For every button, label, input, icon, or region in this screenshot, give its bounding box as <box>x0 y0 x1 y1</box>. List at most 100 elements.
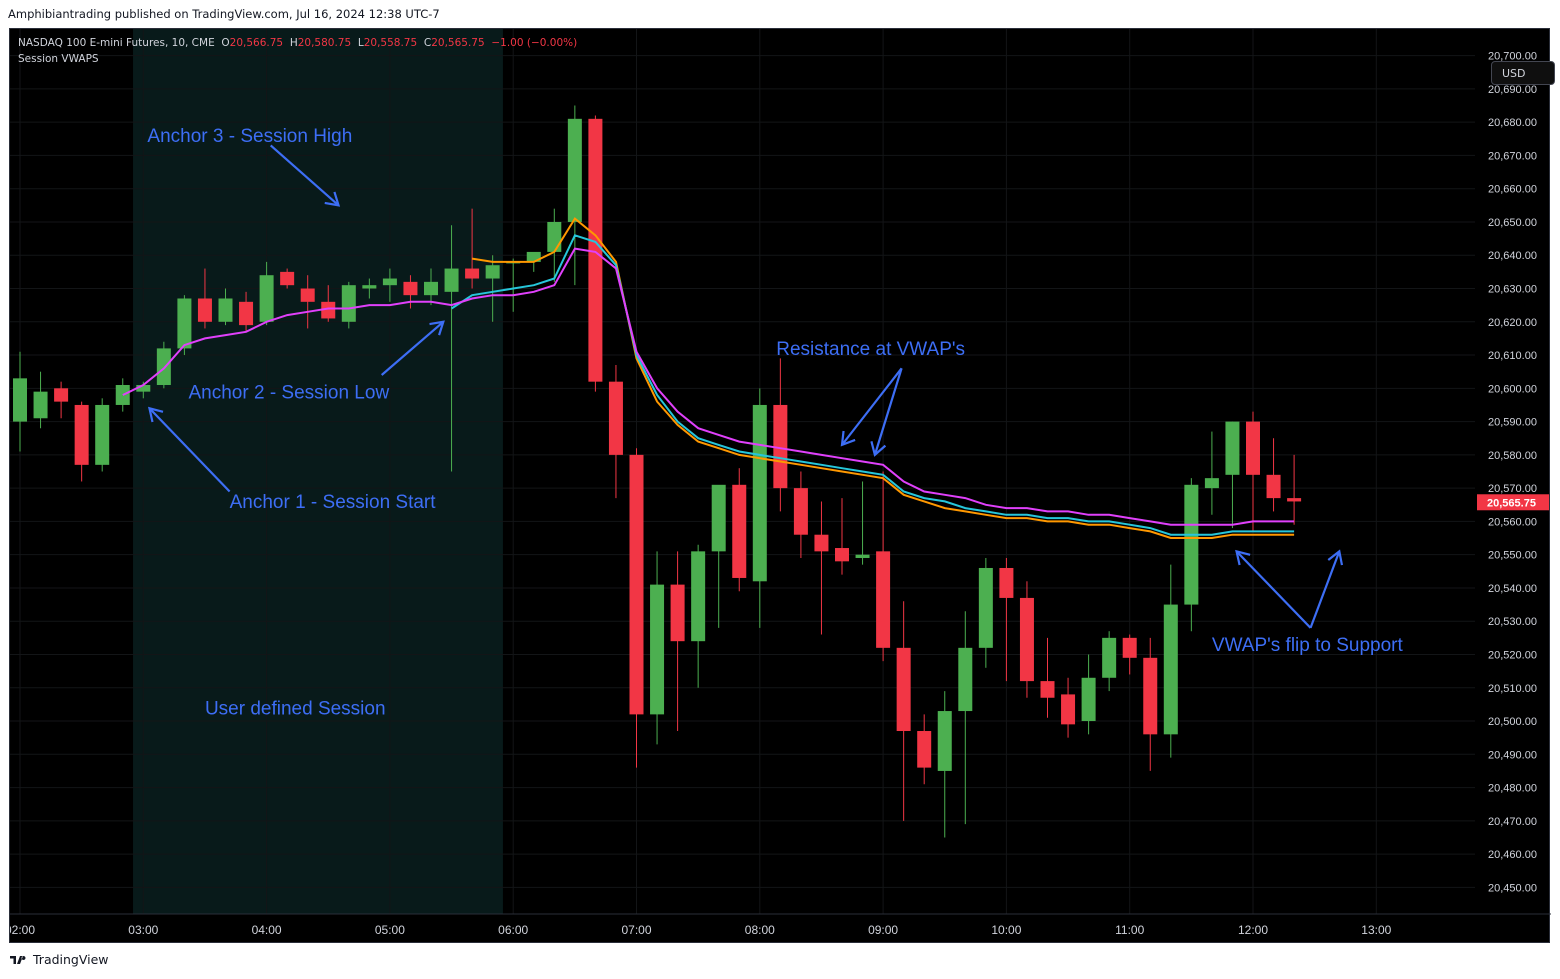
annotation-arrowhead <box>840 430 856 447</box>
candle-body <box>608 381 623 455</box>
candle-body <box>259 275 274 322</box>
last-price-tag <box>1477 494 1549 511</box>
price-tick-label: 20,610.00 <box>1488 350 1537 362</box>
legend-indicator[interactable]: Session VWAPS <box>18 53 99 65</box>
legend-h-label: H <box>289 37 298 49</box>
price-tick-label: 20,660.00 <box>1488 184 1537 196</box>
time-tick-label: 03:00 <box>128 923 158 937</box>
annotation-arrowhead <box>1327 549 1344 566</box>
legend-symbol[interactable]: NASDAQ 100 E-mini Futures, 10, CME <box>18 37 215 49</box>
time-tick-label: 08:00 <box>745 923 775 937</box>
legend-o-label: O <box>221 37 230 49</box>
candle-body <box>1122 637 1137 658</box>
candle-body <box>896 647 911 732</box>
candle-body <box>793 488 808 535</box>
price-tick-label: 20,620.00 <box>1488 317 1537 329</box>
candle-body <box>1102 637 1117 678</box>
candle-body <box>1184 484 1199 605</box>
price-tick-label: 20,450.00 <box>1488 882 1537 894</box>
candle-body <box>33 391 48 419</box>
price-tick-label: 20,550.00 <box>1488 550 1537 562</box>
price-tick-label: 20,700.00 <box>1488 51 1537 63</box>
legend-change: −1.00 (−0.00%) <box>491 37 578 49</box>
price-tick-label: 20,650.00 <box>1488 217 1537 229</box>
chart-legend: NASDAQ 100 E-mini Futures, 10, CME O20,5… <box>18 35 577 67</box>
candle-body <box>177 298 192 349</box>
candle-body <box>567 118 582 222</box>
price-tick-label: 20,680.00 <box>1488 117 1537 129</box>
candle-body <box>1204 478 1219 489</box>
price-tick-label: 20,520.00 <box>1488 649 1537 661</box>
price-tick-label: 20,690.00 <box>1488 84 1537 96</box>
currency-button[interactable]: USD <box>1491 61 1555 85</box>
candle-body <box>156 348 171 385</box>
annotation-arrow <box>269 144 340 207</box>
annotation-label: Anchor 3 - Session High <box>147 126 352 147</box>
candle-body <box>280 271 295 286</box>
candle-body <box>362 285 377 289</box>
candle-body <box>1143 657 1158 735</box>
candle-body <box>218 298 233 322</box>
price-tick-label: 20,640.00 <box>1488 250 1537 262</box>
candle-body <box>321 301 336 319</box>
candle-body <box>1061 694 1076 725</box>
price-tick-label: 20,460.00 <box>1488 849 1537 861</box>
candle-body <box>773 404 788 489</box>
time-tick-label: 06:00 <box>498 923 528 937</box>
candle-body <box>650 584 665 715</box>
footer-brand[interactable]: TradingView <box>33 952 109 967</box>
annotation-arrowhead <box>1235 549 1251 566</box>
time-tick-label: 09:00 <box>868 923 898 937</box>
legend-c-value: 20,565.75 <box>431 37 485 49</box>
price-tick-label: 20,490.00 <box>1488 749 1537 761</box>
candle-body <box>54 388 69 402</box>
candle-body <box>95 404 110 465</box>
candle-body <box>424 281 438 296</box>
vwap-line <box>471 217 1295 539</box>
annotation-label: Anchor 1 - Session Start <box>230 492 437 513</box>
price-tick-label: 20,510.00 <box>1488 683 1537 695</box>
chart-panel[interactable]: Anchor 3 - Session High Anchor 2 - Sessio… <box>9 28 1555 944</box>
candle-body <box>136 384 151 392</box>
time-tick-label: 02:00 <box>10 923 35 937</box>
candle-body <box>629 454 644 715</box>
candle-body <box>876 551 891 648</box>
candle-body <box>300 288 315 302</box>
candle-body <box>835 548 849 562</box>
candle-body <box>239 301 254 326</box>
annotation-arrowhead <box>870 441 887 457</box>
time-tick-label: 13:00 <box>1361 923 1391 937</box>
candle-body <box>814 534 829 552</box>
price-tick-label: 20,600.00 <box>1488 383 1537 395</box>
candlestick-chart[interactable]: Anchor 3 - Session High Anchor 2 - Sessio… <box>10 29 1551 944</box>
candle-body <box>1019 597 1034 682</box>
price-tick-label: 20,480.00 <box>1488 783 1537 795</box>
legend-ohlc-row: NASDAQ 100 E-mini Futures, 10, CME O20,5… <box>18 35 577 51</box>
annotation-arrow <box>841 367 903 446</box>
annotation-arrowhead <box>148 406 164 423</box>
time-tick-label: 10:00 <box>991 923 1021 937</box>
candle-body <box>732 484 747 578</box>
legend-o-value: 20,566.75 <box>229 37 284 49</box>
price-tick-label: 20,580.00 <box>1488 450 1537 462</box>
price-tick-label: 20,470.00 <box>1488 816 1537 828</box>
candle-body <box>958 647 973 712</box>
candle-body <box>588 118 603 382</box>
price-tick-label: 20,500.00 <box>1488 716 1537 728</box>
annotation-label: Resistance at VWAP's <box>776 339 965 360</box>
candle-body <box>1163 604 1178 735</box>
candle-body <box>1081 677 1096 722</box>
annotation-arrow <box>380 320 445 376</box>
time-tick-label: 11:00 <box>1115 923 1144 937</box>
vwap-line <box>451 234 1295 536</box>
annotation-arrowhead <box>324 191 341 207</box>
price-tick-label: 20,670.00 <box>1488 150 1537 162</box>
candle-body <box>382 278 397 286</box>
annotation-arrow <box>1235 550 1312 629</box>
annotation-arrow <box>1309 550 1341 629</box>
tradingview-logo-icon[interactable] <box>10 954 28 966</box>
candle-body <box>1225 421 1240 475</box>
candle-body <box>74 404 89 465</box>
candle-body <box>403 281 418 296</box>
annotation-label: VWAP's flip to Support <box>1212 635 1404 656</box>
